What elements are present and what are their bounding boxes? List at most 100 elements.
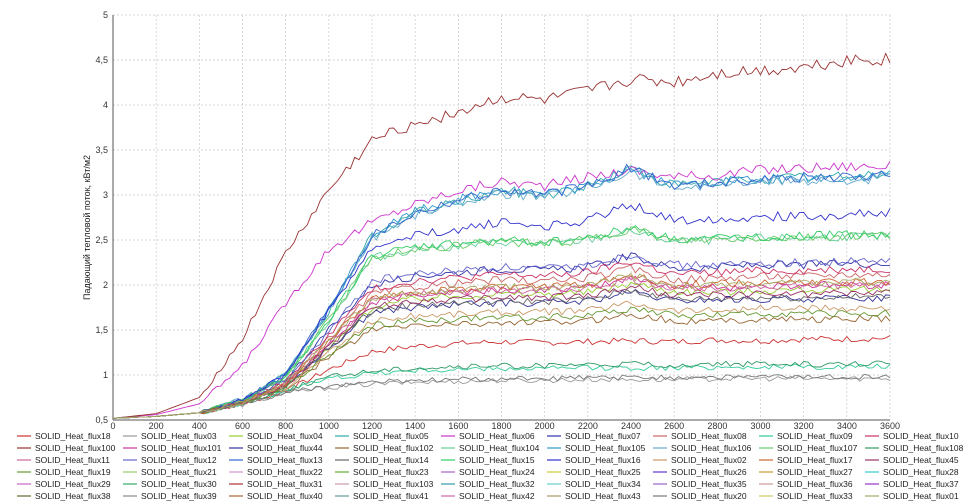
legend-label: SOLID_Heat_flux22 — [247, 467, 323, 477]
series-line — [112, 224, 891, 419]
legend-label: SOLID_Heat_flux17 — [777, 455, 853, 465]
x-tick-label: 1200 — [362, 421, 382, 431]
legend-label: SOLID_Heat_flux38 — [35, 491, 111, 501]
legend-label: SOLID_Heat_flux35 — [671, 479, 747, 489]
x-tick-label: 1600 — [448, 421, 468, 431]
legend-label: SOLID_Heat_flux41 — [353, 491, 429, 501]
legend: SOLID_Heat_flux18 SOLID_Heat_flux03 SOLID_… — [17, 431, 964, 501]
legend-label: SOLID_Heat_flux34 — [565, 479, 641, 489]
legend-label: SOLID_Heat_flux13 — [247, 455, 323, 465]
series-line — [112, 272, 891, 419]
x-tick-label: 2600 — [664, 421, 684, 431]
x-tick-label: 2400 — [621, 421, 641, 431]
axes: 0 200 400 600 800 1000 1200 1400 1600 1800 2000 220… — [95, 10, 900, 431]
legend-label: SOLID_Heat_flux43 — [565, 491, 641, 501]
y-tick-label: 2,5 — [95, 235, 108, 245]
legend-label: SOLID_Heat_flux21 — [141, 467, 217, 477]
legend-label: SOLID_Heat_flux32 — [459, 479, 535, 489]
legend-label: SOLID_Heat_flux29 — [35, 479, 111, 489]
y-tick-label: 1 — [103, 370, 108, 380]
legend-label: SOLID_Heat_flux26 — [671, 467, 747, 477]
series-line — [112, 52, 891, 419]
legend-label: SOLID_Heat_flux39 — [141, 491, 217, 501]
series-line — [112, 264, 891, 419]
y-tick-label: 2 — [103, 280, 108, 290]
legend-label: SOLID_Heat_flux40 — [247, 491, 323, 501]
x-tick-label: 1800 — [491, 421, 511, 431]
x-tick-label: 200 — [149, 421, 164, 431]
legend-label: SOLID_Heat_flux108 — [883, 443, 964, 453]
y-tick-label: 4 — [103, 100, 108, 110]
legend-label: SOLID_Heat_flux03 — [141, 431, 217, 441]
x-tick-label: 3400 — [837, 421, 857, 431]
x-tick-label: 0 — [110, 421, 115, 431]
legend-label: SOLID_Heat_flux30 — [141, 479, 217, 489]
x-tick-label: 400 — [192, 421, 207, 431]
x-tick-label: 1400 — [405, 421, 425, 431]
legend-label: SOLID_Heat_flux31 — [247, 479, 323, 489]
y-tick-label: 5 — [103, 10, 108, 20]
legend-label: SOLID_Heat_flux16 — [565, 455, 641, 465]
x-tick-label: 2800 — [707, 421, 727, 431]
legend-label: SOLID_Heat_flux105 — [565, 443, 646, 453]
y-tick-label: 3 — [103, 190, 108, 200]
legend-label: SOLID_Heat_flux102 — [353, 443, 434, 453]
x-tick-label: 2000 — [535, 421, 555, 431]
x-tick-label: 600 — [235, 421, 250, 431]
legend-label: SOLID_Heat_flux25 — [565, 467, 641, 477]
legend-label: SOLID_Heat_flux05 — [353, 431, 429, 441]
y-tick-label: 4,5 — [95, 55, 108, 65]
series-line — [112, 375, 891, 419]
legend-label: SOLID_Heat_flux27 — [777, 467, 853, 477]
legend-label: SOLID_Heat_flux06 — [459, 431, 535, 441]
legend-label: SOLID_Heat_flux100 — [35, 443, 116, 453]
legend-label: SOLID_Heat_flux18 — [35, 431, 111, 441]
legend-label: SOLID_Heat_flux44 — [247, 443, 323, 453]
legend-label: SOLID_Heat_flux12 — [141, 455, 217, 465]
legend-label: SOLID_Heat_flux11 — [35, 455, 110, 465]
grid — [112, 14, 891, 421]
series-line — [112, 306, 891, 419]
legend-label: SOLID_Heat_flux33 — [777, 491, 853, 501]
legend-label: SOLID_Heat_flux01 — [883, 491, 959, 501]
x-tick-label: 1000 — [319, 421, 339, 431]
legend-label: SOLID_Heat_flux103 — [353, 479, 434, 489]
series-line — [112, 161, 891, 419]
y-axis-title: Падающий тепловой поток, кВт/м2 — [82, 155, 92, 300]
legend-label: SOLID_Heat_flux19 — [35, 467, 111, 477]
legend-label: SOLID_Heat_flux28 — [883, 467, 959, 477]
legend-label: SOLID_Heat_flux36 — [777, 479, 853, 489]
x-tick-label: 3000 — [750, 421, 770, 431]
y-tick-label: 3,5 — [95, 145, 108, 155]
y-tick-label: 0,5 — [95, 415, 108, 425]
legend-label: SOLID_Heat_flux14 — [353, 455, 429, 465]
legend-label: SOLID_Heat_flux104 — [459, 443, 540, 453]
legend-label: SOLID_Heat_flux42 — [459, 491, 535, 501]
series-line — [112, 274, 891, 419]
legend-label: SOLID_Heat_flux15 — [459, 455, 535, 465]
legend-label: SOLID_Heat_flux07 — [565, 431, 641, 441]
legend-label: SOLID_Heat_flux09 — [777, 431, 853, 441]
x-tick-label: 2200 — [578, 421, 598, 431]
series-line — [112, 202, 891, 419]
series-line — [112, 281, 891, 419]
legend-label: SOLID_Heat_flux24 — [459, 467, 535, 477]
legend-label: SOLID_Heat_flux20 — [671, 491, 747, 501]
legend-label: SOLID_Heat_flux37 — [883, 479, 959, 489]
legend-label: SOLID_Heat_flux02 — [671, 455, 747, 465]
legend-label: SOLID_Heat_flux08 — [671, 431, 747, 441]
legend-label: SOLID_Heat_flux106 — [671, 443, 752, 453]
legend-label: SOLID_Heat_flux23 — [353, 467, 429, 477]
legend-label: SOLID_Heat_flux10 — [883, 431, 959, 441]
y-tick-label: 1,5 — [95, 325, 108, 335]
legend-label: SOLID_Heat_flux101 — [141, 443, 222, 453]
series-line — [112, 373, 891, 419]
legend-label: SOLID_Heat_flux04 — [247, 431, 323, 441]
series-lines — [112, 52, 891, 419]
legend-label: SOLID_Heat_flux45 — [883, 455, 959, 465]
x-tick-label: 800 — [278, 421, 293, 431]
x-tick-label: 3200 — [794, 421, 814, 431]
x-tick-label: 3600 — [880, 421, 900, 431]
legend-label: SOLID_Heat_flux107 — [777, 443, 858, 453]
